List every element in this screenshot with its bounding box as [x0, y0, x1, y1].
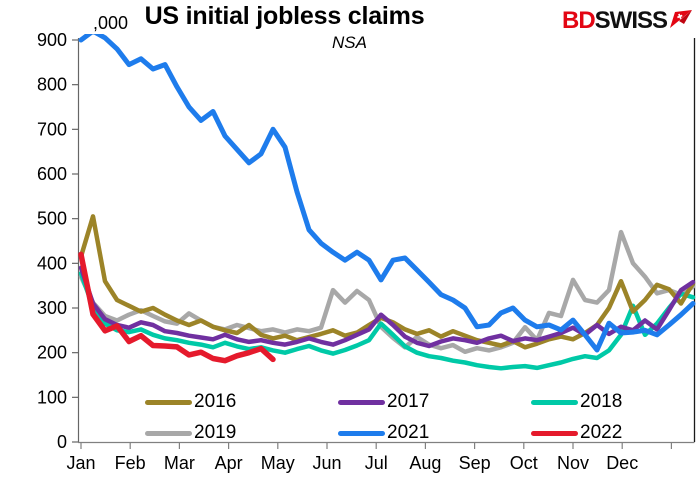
chart-subtitle: NSA — [332, 33, 367, 52]
y-tick-label: 0 — [57, 432, 67, 452]
y-tick-label: 600 — [37, 164, 67, 184]
legend-item-2018: 2018 — [531, 390, 691, 414]
legend-swatch-2019 — [145, 430, 192, 436]
x-month-label: Aug — [409, 453, 441, 473]
y-tick-label: 400 — [37, 253, 67, 273]
x-month-label: Jan — [66, 453, 95, 473]
legend-label-2017: 2017 — [387, 391, 430, 412]
y-tick-label: 900 — [37, 30, 67, 50]
logo-text-bd: BD — [561, 7, 596, 34]
y-tick-label: 100 — [37, 387, 67, 407]
legend-swatch-2018 — [531, 399, 578, 405]
x-month-label: Apr — [215, 453, 243, 473]
legend-item-2019: 2019 — [145, 421, 338, 445]
x-month-label: May — [261, 453, 295, 473]
x-month-label: Sep — [459, 453, 491, 473]
legend-label-2021: 2021 — [387, 422, 430, 443]
series-line-2017 — [78, 265, 696, 349]
legend-label-2018: 2018 — [580, 391, 623, 412]
chart-legend: 2016 2017 2018 2019 2021 2022 — [145, 390, 691, 445]
x-month-label: Nov — [557, 453, 589, 473]
series-line-2019 — [78, 229, 696, 355]
y-axis-unit-label: ,000 — [93, 13, 128, 33]
x-month-label: Dec — [606, 453, 638, 473]
logo-arrow-icon — [670, 10, 692, 28]
y-tick-label: 700 — [37, 119, 67, 139]
x-month-label: Jul — [365, 453, 388, 473]
y-tick-label: 300 — [37, 298, 67, 318]
legend-item-2022: 2022 — [531, 421, 691, 445]
legend-label-2016: 2016 — [194, 391, 237, 412]
legend-item-2021: 2021 — [338, 421, 531, 445]
chart-title: US initial jobless claims — [144, 2, 425, 30]
legend-label-2019: 2019 — [194, 422, 237, 443]
y-tick-label: 500 — [37, 209, 67, 229]
legend-swatch-2017 — [338, 399, 385, 405]
legend-swatch-2022 — [531, 430, 578, 436]
series-line-2021 — [78, 34, 696, 353]
logo-text-swiss: SWISS — [594, 7, 668, 34]
series-line-2022 — [78, 251, 276, 364]
legend-item-2016: 2016 — [145, 390, 338, 414]
x-month-label: Oct — [510, 453, 538, 473]
y-tick-label: 800 — [37, 75, 67, 95]
legend-label-2022: 2022 — [580, 422, 623, 443]
x-month-label: Feb — [115, 453, 146, 473]
legend-swatch-2021 — [338, 430, 385, 436]
legend-swatch-2016 — [145, 399, 192, 405]
y-tick-label: 200 — [37, 343, 67, 363]
x-month-label: Jun — [312, 453, 341, 473]
legend-item-2017: 2017 — [338, 390, 531, 414]
bdswiss-logo: BD SWISS — [562, 7, 693, 35]
series-line-2018 — [78, 270, 696, 371]
x-month-label: Mar — [164, 453, 195, 473]
